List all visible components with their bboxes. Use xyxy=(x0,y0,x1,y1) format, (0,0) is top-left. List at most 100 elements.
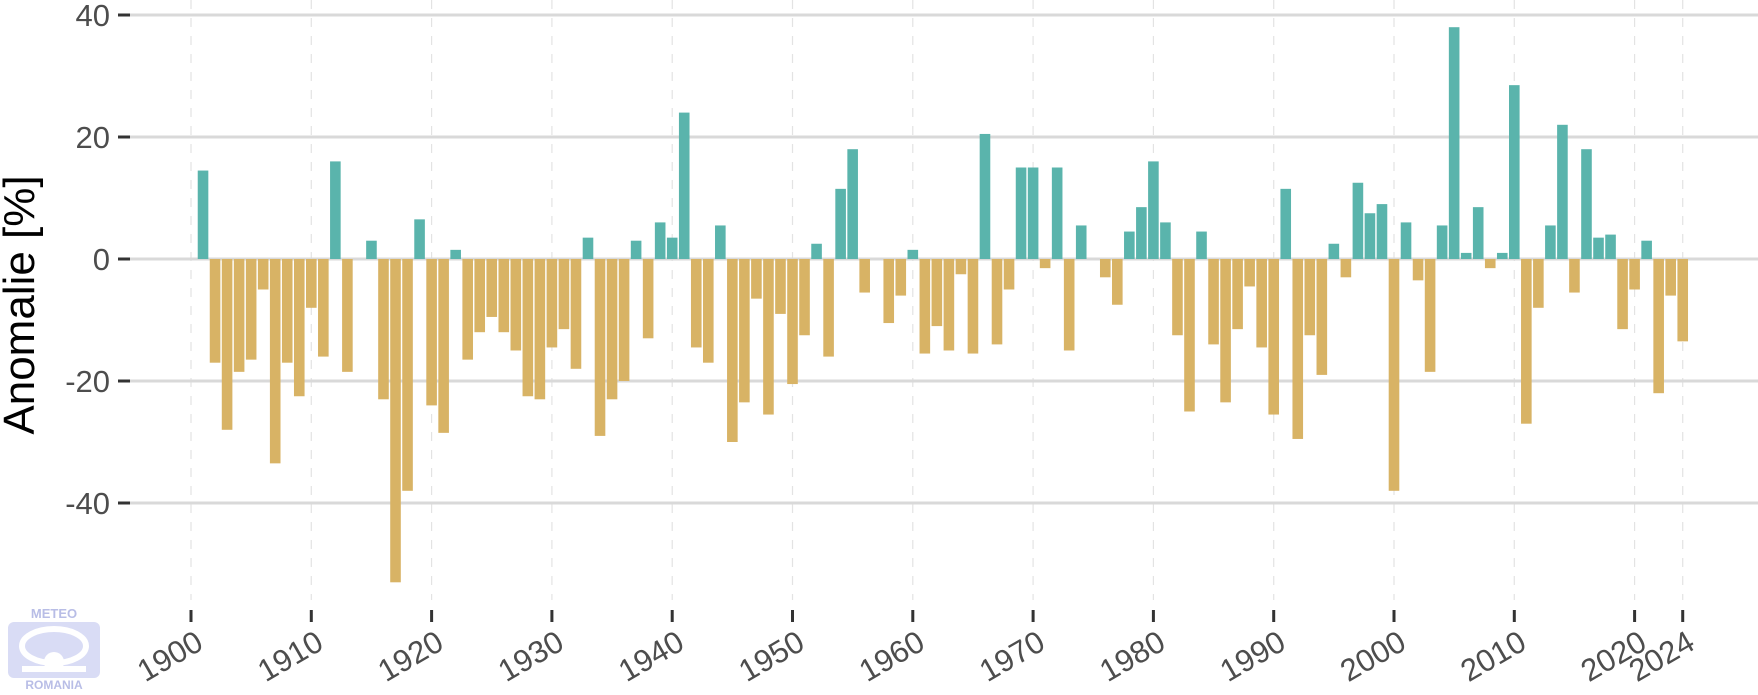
logo-emblem xyxy=(8,622,100,678)
bar-1994 xyxy=(1316,259,1328,375)
x-tick-label: 1920 xyxy=(372,624,449,689)
bar-1936 xyxy=(618,259,630,381)
bar-1917 xyxy=(390,259,401,583)
bar-1965 xyxy=(967,259,979,354)
bar-1964 xyxy=(955,259,967,275)
bar-2003 xyxy=(1424,259,1436,372)
bar-2009 xyxy=(1496,252,1508,259)
bar-1923 xyxy=(462,259,473,360)
logo-top-text: METEO xyxy=(30,606,78,621)
bar-1924 xyxy=(474,259,486,333)
bar-1904 xyxy=(233,259,245,372)
bar-1950 xyxy=(787,259,798,385)
bar-2001 xyxy=(1400,222,1412,259)
bar-1910 xyxy=(306,259,317,308)
bar-1934 xyxy=(594,259,606,436)
bar-1968 xyxy=(1003,259,1015,290)
bar-1970 xyxy=(1027,167,1039,259)
bar-1940 xyxy=(666,237,678,259)
bar-2022 xyxy=(1653,259,1664,394)
bar-1999 xyxy=(1376,204,1388,259)
bar-1912 xyxy=(330,161,341,259)
meteo-romania-logo: METEO ROMANIA xyxy=(4,605,104,695)
bars-group xyxy=(197,27,1689,583)
bar-1990 xyxy=(1268,259,1279,415)
bar-1958 xyxy=(883,259,895,324)
bar-1903 xyxy=(221,259,233,430)
bar-2008 xyxy=(1484,259,1496,269)
bar-2023 xyxy=(1665,259,1676,296)
bar-1987 xyxy=(1232,259,1243,330)
bar-1962 xyxy=(931,259,943,327)
bar-1947 xyxy=(751,259,762,299)
y-axis: -40 -20 0 20 40 xyxy=(65,0,130,521)
bar-1955 xyxy=(847,149,858,259)
x-tick-label: 1990 xyxy=(1214,624,1291,689)
x-tick-label: 1980 xyxy=(1094,624,1171,689)
bar-1974 xyxy=(1075,225,1087,259)
bar-2017 xyxy=(1593,237,1604,259)
bar-1929 xyxy=(534,259,546,400)
bar-2004 xyxy=(1436,225,1448,259)
bar-1918 xyxy=(402,259,413,491)
y-tick-label: 40 xyxy=(76,0,110,33)
bar-1941 xyxy=(678,112,690,259)
bar-1971 xyxy=(1039,259,1051,269)
bar-1916 xyxy=(378,259,389,400)
bar-1993 xyxy=(1304,259,1316,336)
bar-2002 xyxy=(1412,259,1424,281)
bar-2010 xyxy=(1509,85,1520,260)
bar-1953 xyxy=(823,259,834,357)
bar-1976 xyxy=(1099,259,1111,278)
y-tick-label: 20 xyxy=(76,120,110,155)
x-tick-label: 1910 xyxy=(252,624,329,689)
bar-2006 xyxy=(1460,252,1472,259)
x-tick-label: 1930 xyxy=(492,624,569,689)
bar-1901 xyxy=(197,170,209,259)
bar-2021 xyxy=(1641,240,1652,259)
bar-1942 xyxy=(690,259,702,348)
bar-1966 xyxy=(979,133,991,259)
bar-1985 xyxy=(1208,259,1219,345)
bar-1927 xyxy=(510,259,522,351)
bar-2005 xyxy=(1448,27,1460,260)
bar-1989 xyxy=(1256,259,1267,348)
bar-1937 xyxy=(630,240,642,259)
bar-2015 xyxy=(1569,259,1580,293)
x-tick-label: 2010 xyxy=(1455,624,1532,689)
y-tick-label: -40 xyxy=(65,486,110,521)
x-tick-label: 2000 xyxy=(1334,624,1411,689)
bar-2013 xyxy=(1545,225,1556,259)
bar-2020 xyxy=(1629,259,1640,290)
bar-1986 xyxy=(1220,259,1231,403)
y-axis-title: Anomalie [%] xyxy=(0,175,44,434)
y-tick-label: 0 xyxy=(93,242,110,277)
bar-1979 xyxy=(1136,207,1147,259)
bar-1959 xyxy=(895,259,907,296)
bar-1961 xyxy=(919,259,931,354)
x-axis: 1900 1910 1920 1930 1940 1950 1960 1970 1980 1990… xyxy=(131,610,1700,689)
x-tick-label: 1960 xyxy=(853,624,930,689)
x-tick-label: 1950 xyxy=(733,624,810,689)
bar-2012 xyxy=(1533,259,1544,308)
bar-2000 xyxy=(1388,259,1400,491)
bar-1992 xyxy=(1292,259,1304,439)
bar-1925 xyxy=(486,259,498,317)
bar-1943 xyxy=(702,259,714,363)
bar-1909 xyxy=(293,259,305,397)
bar-2018 xyxy=(1605,234,1616,259)
bar-1906 xyxy=(257,259,269,290)
bar-1988 xyxy=(1244,259,1255,287)
x-tick-label: 1900 xyxy=(131,624,208,689)
bar-1922 xyxy=(450,249,461,259)
bar-2011 xyxy=(1521,259,1532,424)
bar-1920 xyxy=(426,259,437,406)
bar-1978 xyxy=(1124,231,1135,259)
bar-1998 xyxy=(1364,213,1376,259)
bar-1939 xyxy=(654,222,666,259)
bar-1928 xyxy=(522,259,534,397)
bar-1944 xyxy=(715,225,726,259)
bar-1932 xyxy=(570,259,582,369)
bar-1983 xyxy=(1184,259,1195,412)
